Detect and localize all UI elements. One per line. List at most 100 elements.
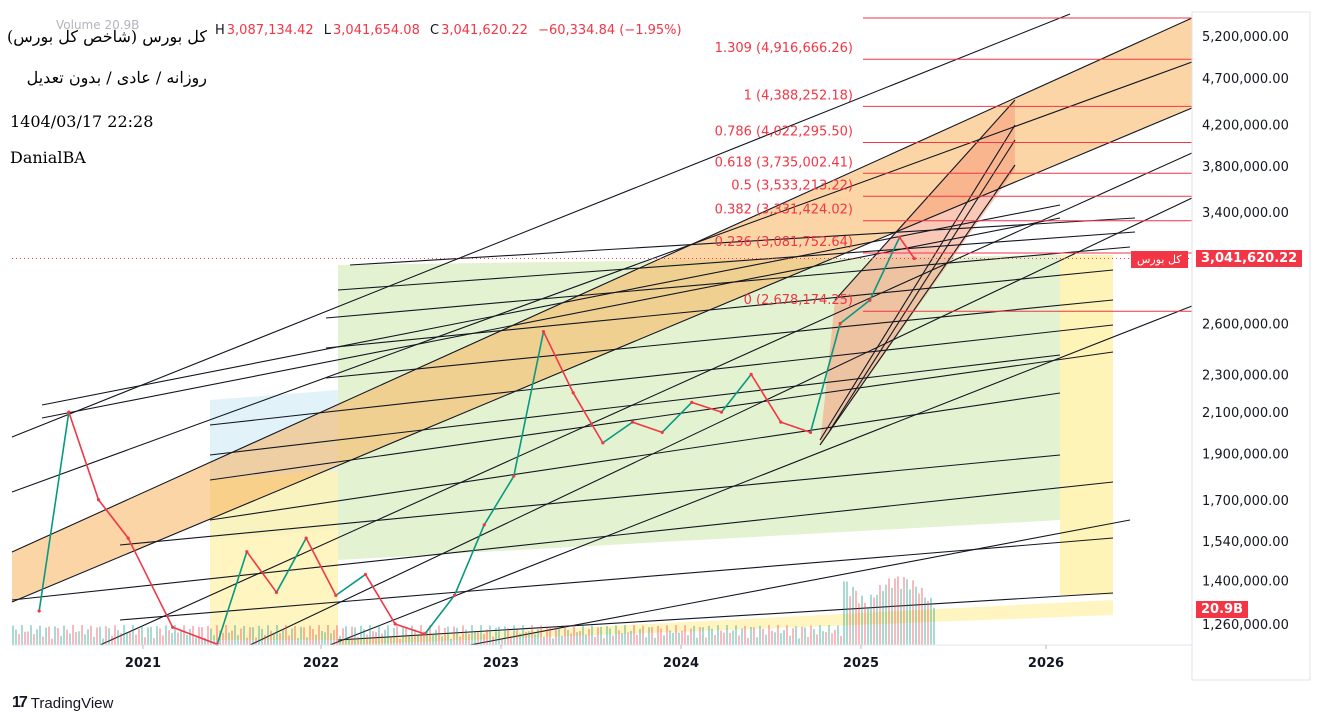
fib-label: 1 (4,388,252.18) [744,88,853,103]
volume-bar [183,625,185,645]
change-value: −60,334.84 (−1.95%) [538,23,682,38]
volume-bar [336,625,338,645]
volume-bar [252,627,254,645]
price-point [512,474,516,478]
volume-bar [318,625,320,645]
y-tick-label: 3,800,000.00 [1202,160,1289,175]
volume-bar [27,631,29,645]
volume-bar [864,602,866,645]
price-point [541,329,546,334]
volume-bar [708,625,710,645]
trend-line [834,99,1016,301]
volume-bar [408,636,410,645]
volume-bar [744,626,746,645]
trend-line [41,217,1061,419]
price-point [452,593,457,597]
fib-label: 0.382 (3,331,424.02) [715,203,853,218]
volume-bar [639,628,641,645]
volume-bar [543,636,545,645]
band-yellow-right [1060,255,1113,595]
volume-bar [363,629,365,645]
volume-bar [789,635,791,645]
volume-bar [489,625,491,645]
price-point [690,400,694,404]
volume-bar [12,625,14,645]
volume-bar [60,636,62,645]
y-tick-label: 2,100,000.00 [1202,406,1289,421]
volume-bar [162,635,164,645]
volume-bar [210,628,212,645]
volume-bar [621,633,623,645]
volume-bar [126,632,128,645]
volume-bar [843,581,845,645]
volume-bar [297,638,299,645]
volume-bar [759,625,761,645]
price-point [37,609,41,613]
volume-bar [96,627,98,645]
volume-bar [495,627,497,645]
channel-orange [12,18,1192,602]
volume-bar [930,597,932,645]
volume-bar [666,625,668,645]
price-segment [97,499,129,539]
volume-bar [633,625,635,645]
volume-bar [525,631,527,645]
volume-bar [120,633,122,645]
volume-bar [690,628,692,645]
trend-line [209,354,1061,456]
trend-line [325,299,1114,379]
volume-bar [453,626,455,645]
volume-bar [426,631,428,645]
volume-bar [861,595,863,645]
volume-bar [66,629,68,645]
volume-bar [90,625,92,645]
price-segment [424,594,456,635]
volume-bar [279,633,281,645]
volume-bar [834,629,836,645]
volume-bar [921,587,923,645]
volume-bar [585,634,587,645]
volume-bar [780,633,782,645]
volume-bar [228,632,230,645]
volume-bar [273,632,275,645]
volume-bar [753,627,755,645]
fib-label: 0 (2,678,174.25) [744,293,853,308]
volume-bar [924,597,926,645]
volume-bar [63,625,65,645]
volume-bar [510,636,512,645]
volume-bar [462,625,464,645]
volume-bar [573,625,575,645]
volume-bar [552,638,554,645]
volume-bar [429,625,431,645]
volume-bar [609,628,611,645]
trend-channel-lines [11,13,1193,646]
trend-line [119,454,1061,546]
volume-bar [558,628,560,645]
volume-bar [927,600,929,645]
chart-datetime: 1404/03/17 22:28 [10,112,154,131]
price-segment [780,421,811,434]
volume-bar [240,628,242,645]
y-tick-label: 1,700,000.00 [1202,494,1289,509]
volume-bar [534,634,536,645]
price-segment [720,373,752,413]
volume-bar [153,638,155,645]
fib-label: 0.786 (4,022,295.50) [715,125,853,140]
volume-bar [225,625,227,645]
volume-bar [216,625,218,645]
volume-bar [417,634,419,645]
volume-bar [546,627,548,645]
trend-line [99,152,1193,646]
volume-bar [771,630,773,645]
volume-bar [150,626,152,645]
tradingview-logo[interactable]: 17 TradingView [12,694,113,712]
volume-bar [564,625,566,645]
volume-bar [267,625,269,645]
high-label: H [215,23,225,38]
volume-bar [342,628,344,645]
volume-bar [591,625,593,645]
volume-bar [72,625,74,645]
price-point [393,622,397,626]
volume-bar [801,626,803,645]
